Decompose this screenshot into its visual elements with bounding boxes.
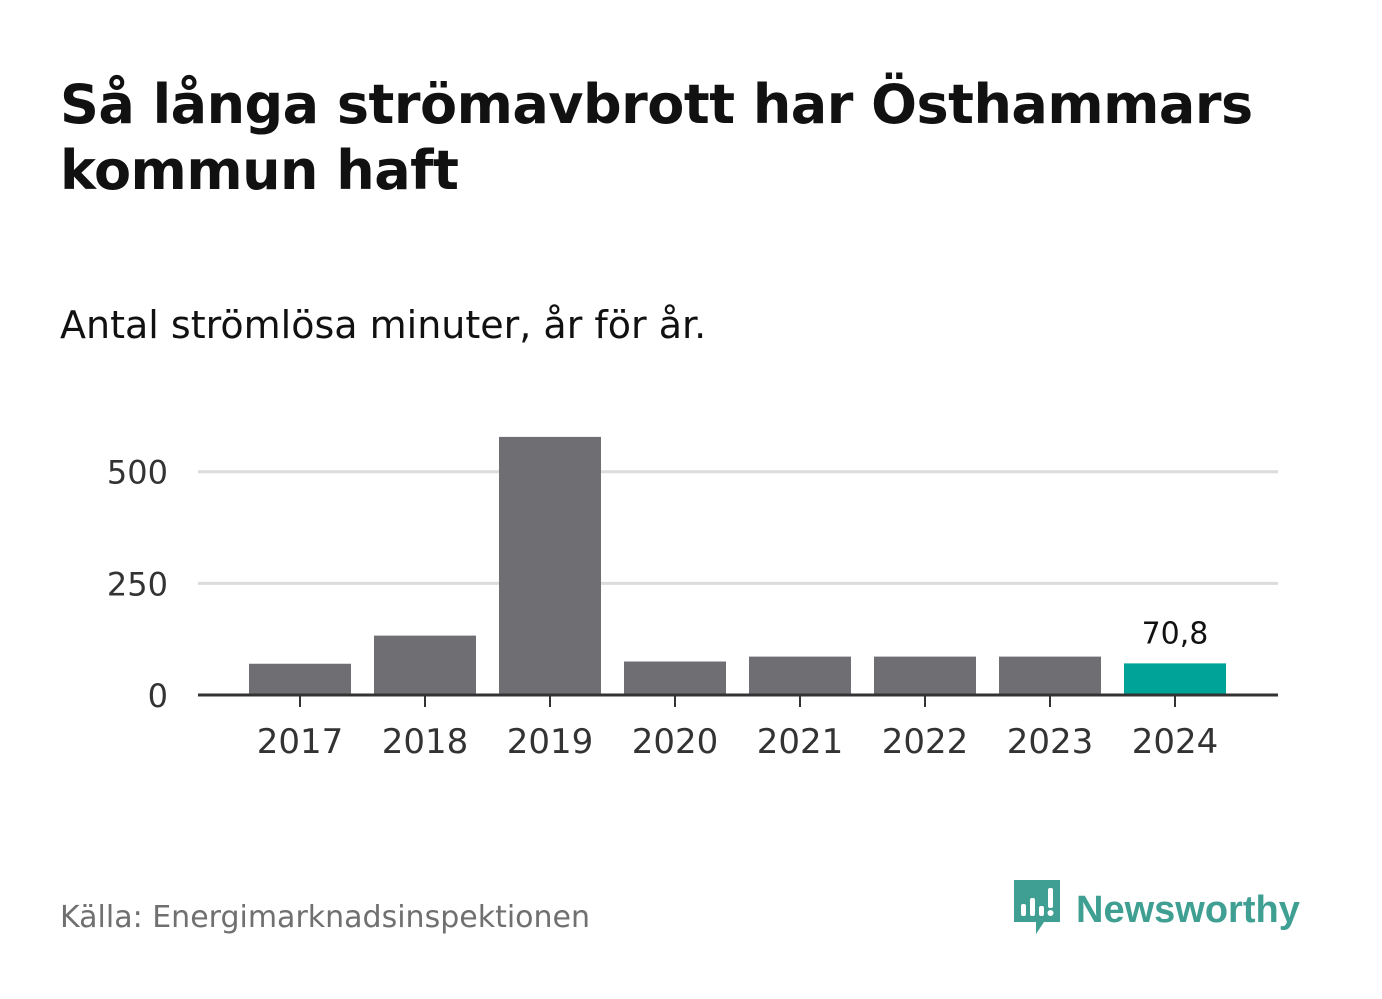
bar-2018: [374, 635, 476, 695]
data-labels: 70,8: [1142, 616, 1209, 651]
bar-2024: [1124, 663, 1226, 695]
x-tick-label: 2022: [882, 722, 969, 762]
y-tick-label: 0: [148, 677, 168, 715]
chart-title: Så långa strömavbrott har Östhammars kom…: [60, 73, 1253, 202]
data-label: 70,8: [1142, 616, 1209, 651]
y-tick-label: 500: [107, 454, 168, 492]
grid-lines: [198, 470, 1278, 585]
bar-2022: [874, 656, 976, 695]
x-tick-label: 2017: [257, 722, 344, 762]
x-tick-label: 2023: [1007, 722, 1094, 762]
y-axis-ticks: 0 250 500: [107, 454, 168, 715]
source-note: Källa: Energimarknadsinspektionen: [60, 900, 591, 935]
chart-subtitle: Antal strömlösa minuter, år för år.: [60, 303, 707, 347]
bar-2017: [249, 663, 351, 695]
y-tick-label: 250: [107, 565, 168, 603]
brand-logo: Newsworthy: [1010, 878, 1300, 942]
x-tick-label: 2021: [757, 722, 844, 762]
x-axis-ticks: 2017 2018 2019 2020 2021 2022 2023 2024: [257, 695, 1219, 762]
bar-2019: [499, 436, 601, 695]
bars: [249, 436, 1226, 695]
bar-2021: [749, 656, 851, 695]
bar-2023: [999, 656, 1101, 695]
x-tick-label: 2020: [632, 722, 719, 762]
brand-name: Newsworthy: [1076, 888, 1300, 931]
x-tick-label: 2019: [507, 722, 594, 762]
x-tick-label: 2018: [382, 722, 469, 762]
bar-2020: [624, 661, 726, 695]
newsworthy-logo-icon: [1010, 878, 1064, 942]
x-tick-label: 2024: [1132, 722, 1219, 762]
